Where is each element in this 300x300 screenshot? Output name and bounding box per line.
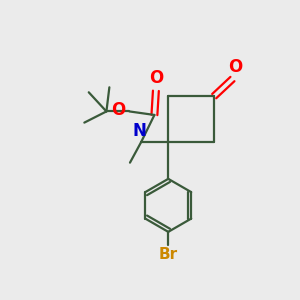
Text: O: O	[149, 69, 163, 87]
Text: O: O	[111, 101, 125, 119]
Text: O: O	[228, 58, 242, 76]
Text: Br: Br	[159, 247, 178, 262]
Text: N: N	[133, 122, 147, 140]
